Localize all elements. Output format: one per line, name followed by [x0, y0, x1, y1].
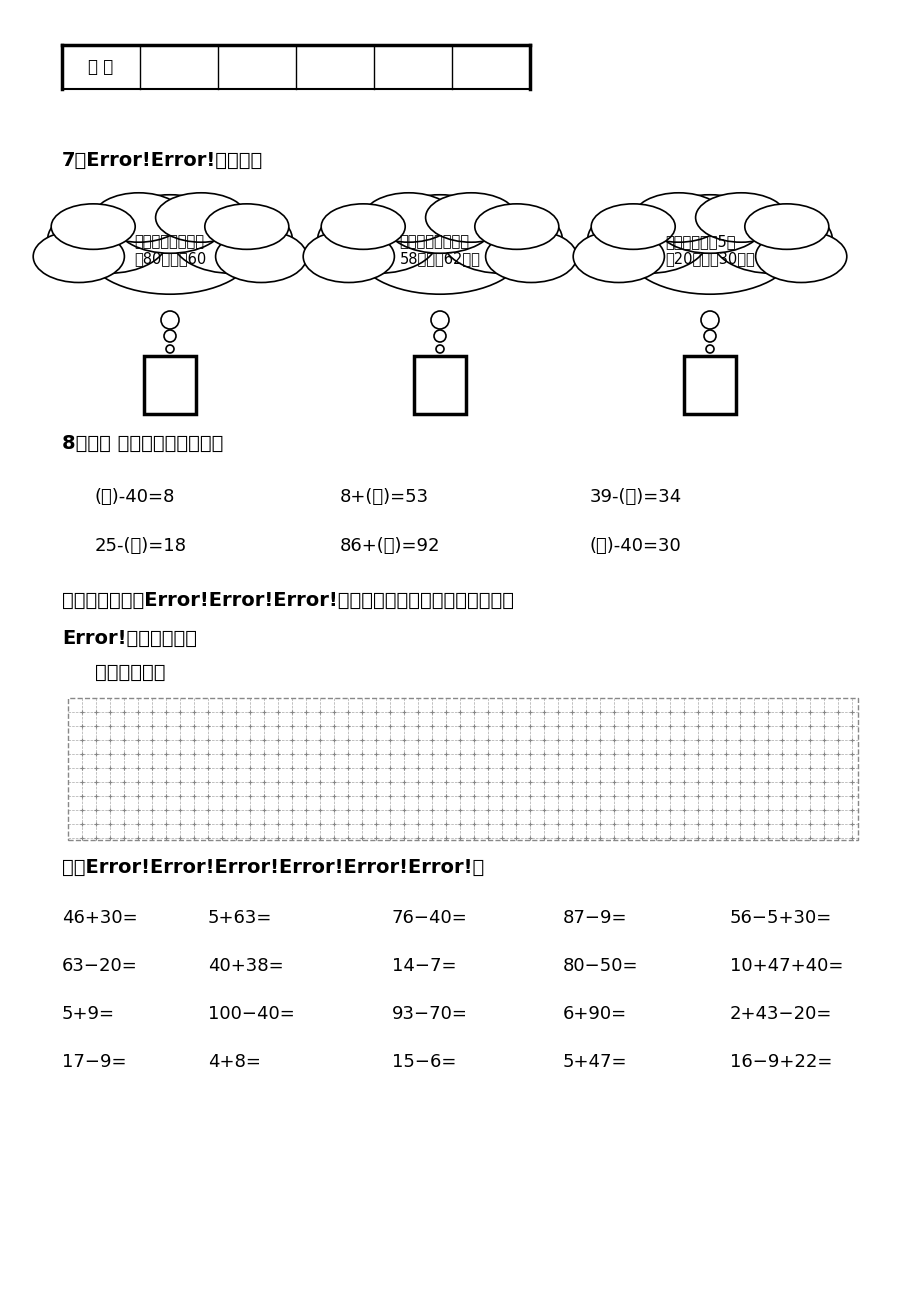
- Text: 40+38=: 40+38=: [208, 956, 283, 975]
- Ellipse shape: [587, 206, 707, 274]
- Text: 7、Error!Error!我是谁？: 7、Error!Error!我是谁？: [62, 151, 263, 169]
- Bar: [414, 356, 466, 414]
- Ellipse shape: [386, 194, 494, 253]
- Text: 16−9+22=: 16−9+22=: [729, 1053, 832, 1071]
- Ellipse shape: [632, 193, 723, 242]
- Ellipse shape: [51, 203, 135, 249]
- Ellipse shape: [485, 231, 576, 283]
- Ellipse shape: [172, 206, 292, 274]
- Text: 我是一个整十数，
比80小，比60: 我是一个整十数， 比80小，比60: [134, 233, 206, 266]
- Text: 两个三角形。: 两个三角形。: [95, 662, 165, 681]
- Text: (　)-40=8: ( )-40=8: [95, 489, 176, 506]
- Circle shape: [430, 311, 448, 328]
- Circle shape: [164, 330, 176, 341]
- Ellipse shape: [205, 203, 289, 249]
- Circle shape: [703, 330, 715, 341]
- Ellipse shape: [317, 206, 437, 274]
- Ellipse shape: [85, 206, 254, 294]
- Text: 25-(　)=18: 25-( )=18: [95, 537, 187, 555]
- Text: (　)-40=30: ( )-40=30: [589, 537, 681, 555]
- Text: 80−50=: 80−50=: [562, 956, 638, 975]
- Text: 15−6=: 15−6=: [391, 1053, 456, 1071]
- Ellipse shape: [155, 193, 246, 242]
- Text: 10+47+40=: 10+47+40=: [729, 956, 843, 975]
- Ellipse shape: [425, 193, 516, 242]
- Bar: [683, 356, 735, 414]
- Text: 39-(　)=34: 39-( )=34: [589, 489, 682, 506]
- Ellipse shape: [356, 206, 524, 294]
- Ellipse shape: [303, 231, 394, 283]
- Text: Error!它们分别分成: Error!它们分别分成: [62, 628, 197, 648]
- Circle shape: [436, 345, 444, 353]
- Ellipse shape: [321, 203, 404, 249]
- Text: 56−5+30=: 56−5+30=: [729, 909, 832, 926]
- Text: 86+(　)=92: 86+( )=92: [340, 537, 440, 555]
- Circle shape: [434, 330, 446, 341]
- Text: 17−9=: 17−9=: [62, 1053, 127, 1071]
- Ellipse shape: [754, 231, 845, 283]
- Text: 三、Error!Error!Error!Error!Error!Error!：: 三、Error!Error!Error!Error!Error!Error!：: [62, 857, 483, 877]
- Text: 87−9=: 87−9=: [562, 909, 627, 926]
- Text: 2+43−20=: 2+43−20=: [729, 1005, 832, 1023]
- Text: 100−40=: 100−40=: [208, 1005, 294, 1023]
- Circle shape: [705, 345, 713, 353]
- Ellipse shape: [655, 194, 763, 253]
- Ellipse shape: [33, 231, 124, 283]
- Ellipse shape: [695, 193, 786, 242]
- Circle shape: [700, 311, 719, 328]
- Text: 我是一个双数，比
58大，比62小。: 我是一个双数，比 58大，比62小。: [399, 233, 480, 266]
- Ellipse shape: [48, 206, 167, 274]
- Ellipse shape: [363, 193, 454, 242]
- Text: 63−20=: 63−20=: [62, 956, 138, 975]
- Text: 我的个位上是5，
比20大，比30小。: 我的个位上是5， 比20大，比30小。: [664, 233, 754, 266]
- Text: 二、先在下面的Error!Error!Error!上画一个长方形和一个正方形，再: 二、先在下面的Error!Error!Error!上画一个长方形和一个正方形，再: [62, 590, 514, 610]
- Text: 93−70=: 93−70=: [391, 1005, 468, 1023]
- Text: 14−7=: 14−7=: [391, 956, 456, 975]
- Ellipse shape: [442, 206, 562, 274]
- Bar: [144, 356, 196, 414]
- Text: 4+8=: 4+8=: [208, 1053, 261, 1071]
- Text: 5+47=: 5+47=: [562, 1053, 627, 1071]
- Ellipse shape: [711, 206, 832, 274]
- Text: 46+30=: 46+30=: [62, 909, 138, 926]
- Ellipse shape: [215, 231, 306, 283]
- Ellipse shape: [116, 194, 223, 253]
- Ellipse shape: [625, 206, 793, 294]
- Ellipse shape: [573, 231, 664, 283]
- Text: 76−40=: 76−40=: [391, 909, 467, 926]
- Ellipse shape: [591, 203, 675, 249]
- Ellipse shape: [93, 193, 184, 242]
- Ellipse shape: [474, 203, 558, 249]
- Text: 6+90=: 6+90=: [562, 1005, 627, 1023]
- Bar: [68, 698, 857, 840]
- Text: 5+63=: 5+63=: [208, 909, 272, 926]
- Ellipse shape: [744, 203, 828, 249]
- Text: 5+9=: 5+9=: [62, 1005, 115, 1023]
- Text: 8+(　)=53: 8+( )=53: [340, 489, 428, 506]
- Text: 8、在（ ）里填上合适的数。: 8、在（ ）里填上合适的数。: [62, 434, 223, 452]
- Circle shape: [165, 345, 174, 353]
- Text: 个 数: 个 数: [88, 59, 114, 76]
- Circle shape: [161, 311, 179, 328]
